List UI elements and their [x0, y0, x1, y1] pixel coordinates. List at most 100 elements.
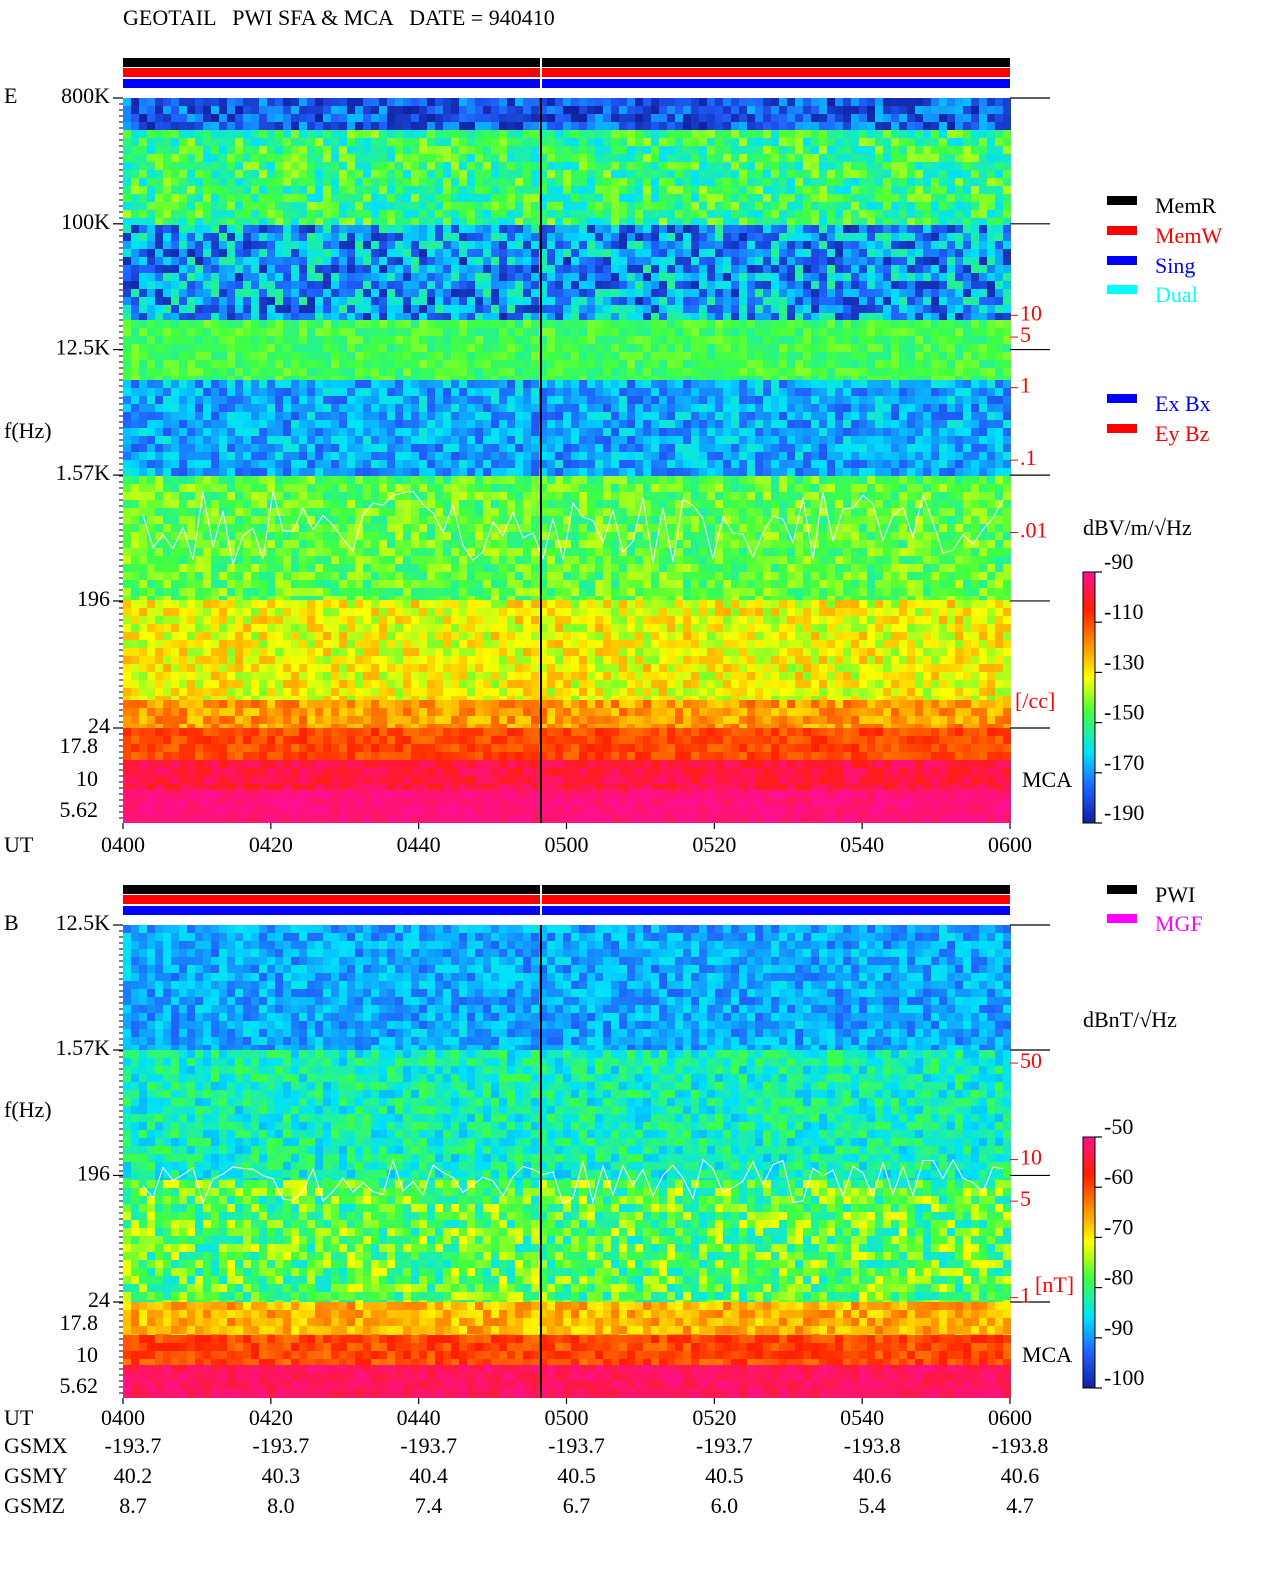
spectrogram-cell: [563, 225, 571, 233]
spectrogram-cell: [643, 273, 651, 281]
spectrogram-cell: [787, 380, 795, 388]
spectrogram-cell: [459, 114, 467, 122]
spectrogram-cell: [859, 162, 867, 170]
spectrogram-cell: [227, 289, 235, 297]
spectrogram-cell: [539, 249, 547, 257]
spectrogram-cell: [163, 297, 171, 305]
spectrogram-cell: [467, 428, 475, 436]
spectrogram-cell: [571, 138, 579, 146]
spectrogram-cell: [955, 218, 963, 225]
spectrogram-cell: [683, 106, 691, 114]
spectrogram-cell: [683, 336, 691, 344]
spectrogram-cell: [683, 194, 691, 202]
spectrogram-cell: [675, 170, 683, 178]
spectrogram-cell: [387, 265, 395, 273]
spectrogram-cell: [459, 98, 467, 106]
spectrogram-cell: [843, 194, 851, 202]
spectrogram-cell: [307, 130, 315, 138]
spectrogram-cell: [235, 233, 243, 241]
spectrogram-cell: [955, 436, 963, 444]
spectrogram-cell: [587, 162, 595, 170]
spectrogram-cell: [843, 273, 851, 281]
spectrogram-cell: [419, 313, 427, 320]
spectrogram-cell: [667, 273, 675, 281]
spectrogram-cell: [323, 281, 331, 289]
spectrogram-cell: [595, 178, 603, 186]
spectrogram-cell: [259, 436, 267, 444]
spectrogram-cell: [723, 352, 731, 360]
spectrogram-cell: [547, 396, 555, 404]
spectrogram-cell: [235, 376, 243, 380]
spectrogram-cell: [123, 249, 131, 257]
spectrogram-cell: [259, 210, 267, 218]
spectrogram-cell: [123, 376, 131, 380]
spectrogram-cell: [379, 106, 387, 114]
spectrogram-cell: [931, 138, 939, 146]
spectrogram-cell: [315, 210, 323, 218]
spectrogram-cell: [619, 122, 627, 130]
spectrogram-cell: [835, 257, 843, 265]
spectrogram-cell: [955, 297, 963, 305]
spectrogram-cell: [283, 305, 291, 313]
spectrogram-cell: [771, 336, 779, 344]
spectrogram-cell: [539, 241, 547, 249]
spectrogram-cell: [387, 170, 395, 178]
spectrogram-cell: [611, 428, 619, 436]
spectrogram-cell: [347, 138, 355, 146]
spectrogram-cell: [611, 202, 619, 210]
spectrogram-cell: [763, 376, 771, 380]
spectrogram-cell: [355, 360, 363, 368]
spectrogram-cell: [707, 436, 715, 444]
spectrogram-cell: [651, 376, 659, 380]
spectrogram-cell: [459, 249, 467, 257]
spectrogram-cell: [827, 186, 835, 194]
spectrogram-cell: [651, 162, 659, 170]
spectrogram-cell: [547, 336, 555, 344]
spectrogram-cell: [851, 170, 859, 178]
spectrogram-cell: [307, 241, 315, 249]
spectrogram-cell: [955, 186, 963, 194]
spectrogram-cell: [427, 320, 435, 328]
spectrogram-cell: [915, 154, 923, 162]
spectrogram-cell: [1003, 194, 1011, 202]
spectrogram-cell: [739, 162, 747, 170]
spectrogram-cell: [491, 162, 499, 170]
spectrogram-cell: [259, 305, 267, 313]
spectrogram-cell: [235, 138, 243, 146]
spectrogram-cell: [467, 178, 475, 186]
spectrogram-cell: [739, 444, 747, 452]
spectrogram-cell: [123, 202, 131, 210]
spectrogram-cell: [683, 114, 691, 122]
spectrogram-cell: [219, 162, 227, 170]
spectrogram-cell: [995, 194, 1003, 202]
spectrogram-cell: [603, 305, 611, 313]
spectrogram-cell: [747, 404, 755, 412]
spectrogram-cell: [387, 305, 395, 313]
spectrogram-cell: [131, 186, 139, 194]
spectrogram-cell: [211, 336, 219, 344]
spectrogram-cell: [539, 428, 547, 436]
spectrogram-cell: [395, 444, 403, 452]
spectrogram-cell: [611, 344, 619, 352]
spectrogram-cell: [443, 436, 451, 444]
spectrogram-cell: [539, 130, 547, 138]
spectrogram-cell: [731, 360, 739, 368]
spectrogram-cell: [387, 130, 395, 138]
spectrogram-cell: [323, 249, 331, 257]
spectrogram-cell: [931, 146, 939, 154]
spectrogram-cell: [987, 98, 995, 106]
spectrogram-cell: [483, 388, 491, 396]
spectrogram-cell: [475, 138, 483, 146]
spectrogram-cell: [787, 420, 795, 428]
spectrogram-cell: [835, 178, 843, 186]
spectrogram-cell: [371, 106, 379, 114]
spectrogram-cell: [475, 344, 483, 352]
spectrogram-cell: [435, 241, 443, 249]
spectrogram-cell: [571, 428, 579, 436]
spectrogram-cell: [235, 241, 243, 249]
spectrogram-cell: [243, 281, 251, 289]
spectrogram-cell: [811, 106, 819, 114]
spectrogram-cell: [1003, 98, 1011, 106]
spectrogram-cell: [515, 313, 523, 320]
spectrogram-cell: [667, 178, 675, 186]
